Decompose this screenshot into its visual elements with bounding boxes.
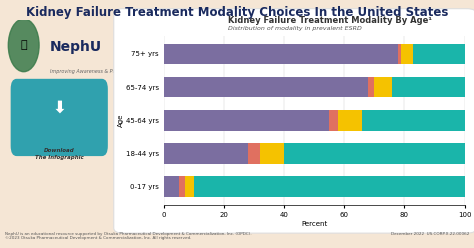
Bar	[164, 143, 248, 164]
Bar	[374, 77, 392, 97]
Bar	[392, 77, 465, 97]
Bar	[164, 44, 398, 64]
Circle shape	[8, 19, 39, 72]
Bar	[413, 44, 465, 64]
X-axis label: Percent: Percent	[301, 221, 327, 227]
Bar	[184, 176, 193, 197]
Text: 🌿: 🌿	[20, 40, 27, 50]
Bar	[398, 44, 401, 64]
Bar	[164, 77, 368, 97]
Bar	[329, 110, 338, 130]
Y-axis label: Age: Age	[118, 114, 124, 127]
Bar	[164, 110, 329, 130]
FancyBboxPatch shape	[10, 79, 108, 156]
Bar	[368, 77, 374, 97]
Text: Distribution of modality in prevalent ESRD: Distribution of modality in prevalent ES…	[228, 26, 361, 31]
Text: Kidney Failure Treatment Modality Choices In the United States: Kidney Failure Treatment Modality Choice…	[26, 6, 448, 19]
Text: Kidney Failure Treatment Modality By Age¹: Kidney Failure Treatment Modality By Age…	[228, 16, 431, 25]
Bar	[362, 110, 465, 130]
Text: Download
The Infographic: Download The Infographic	[35, 148, 83, 159]
Text: NephU: NephU	[50, 40, 102, 54]
Bar	[248, 143, 260, 164]
Bar	[338, 110, 362, 130]
Bar	[284, 143, 465, 164]
Bar	[193, 176, 465, 197]
Bar	[260, 143, 284, 164]
Bar	[179, 176, 184, 197]
Bar	[164, 176, 179, 197]
Bar	[401, 44, 413, 64]
Text: December 2022  US.CORP.X.22.00062: December 2022 US.CORP.X.22.00062	[391, 232, 469, 236]
Text: NephU is an educational resource supported by Otsuka Pharmaceutical Development : NephU is an educational resource support…	[5, 232, 251, 241]
Text: ⬇: ⬇	[52, 98, 66, 116]
Text: Improving Awareness & Patient Outcomes: Improving Awareness & Patient Outcomes	[50, 69, 153, 74]
